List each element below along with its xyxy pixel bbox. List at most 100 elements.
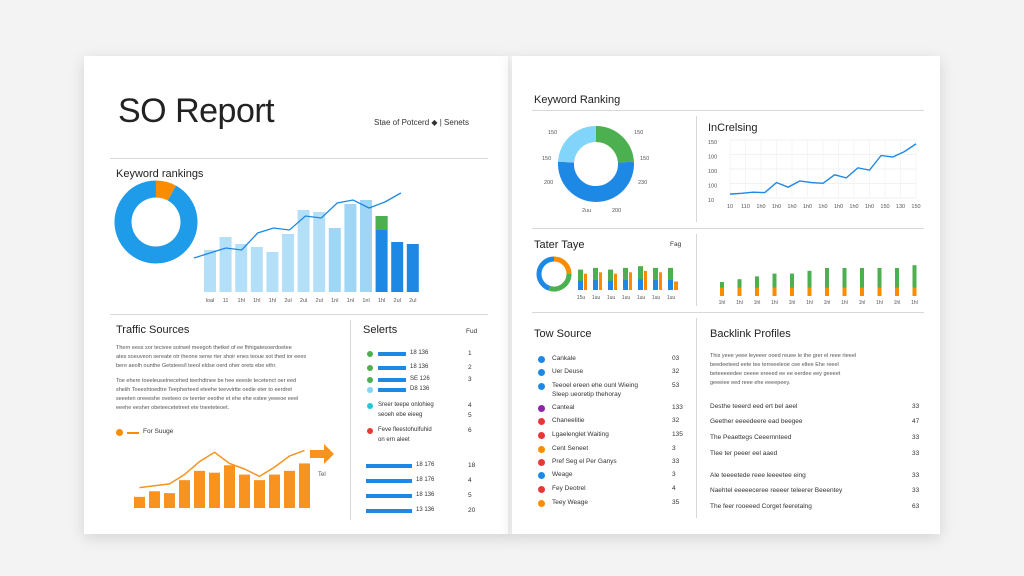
tow-row-dot [538,472,545,479]
select-bottom-bar [366,494,412,498]
y-tick-label: 100 [708,184,717,190]
y-tick-label: 10 [708,198,714,204]
select-bottom-bar [366,509,412,513]
select-bottom-label: 18 136 [416,492,435,498]
tater-bar-blue [578,280,583,290]
orange-bar [269,474,280,508]
keyword-tick-label: 2ul [394,298,401,304]
keyword-tick-label: 1nl [362,298,369,304]
select-row-number: 2 [468,364,472,371]
select-row-label: 18 136 [410,350,429,356]
increasing-title: InCrelsing [708,122,758,134]
tow-row-number: 32 [672,417,680,424]
tow-row-number: 3 [672,445,676,452]
select-row-label: Sreer teepe onlohieg [378,402,434,408]
keyword-bar [250,247,263,292]
tow-row-dot [538,383,545,390]
select-row-bar [378,366,406,370]
tater-column-header: Fag [670,241,682,248]
backlink-tick-label: 1hl [894,300,901,306]
tow-row-label: Canteal [552,404,575,411]
backlink-bar-orange [912,287,917,296]
tow-row-dot [538,418,545,425]
tater-chart: 15u 1uu 1uu 1uu 1uu 1uu 1uu [536,256,678,301]
backlink-bar-orange [842,287,847,296]
donut-tick-label: 150 [542,156,551,162]
keyword-tick-label: 1hl [238,298,245,304]
backlink-row-label: The Peaettegs Ceeemnteed [710,434,792,441]
tow-row-number: 33 [672,458,680,465]
tow-row-number: 4 [672,485,676,492]
backlink-tick-label: 1hl [771,300,778,306]
backlink-text-line: beedeeteed eete tee terreeeleoe cee elte… [710,362,839,368]
backlink-tick-label: 1hl [911,300,918,306]
divider [350,320,351,520]
backlink-profiles-title: Backlink Profiles [710,328,791,340]
select-row-dot [367,403,373,409]
backlink-tick-label: 1hl [859,300,866,306]
report-legend: Stae of Potcerd ◆ | Senets [374,118,469,127]
tater-bar-orange [659,272,662,290]
tow-row-number: 53 [672,382,680,389]
tow-row-dot [538,446,545,453]
backlink-text-line: beteeeeedee oeeee ereeed ee ee eerdee ee… [710,371,841,377]
tater-bar-green [653,267,658,290]
backlink-row-number: 47 [912,418,920,425]
backlink-row-label: Geether eeeedeere ead beegee [710,418,803,425]
tow-row-number: 133 [672,404,683,411]
backlink-bar-orange [720,287,724,296]
tater-bar-orange [584,273,587,290]
tow-row-number: 03 [672,355,680,362]
backlink-row-number: 33 [912,450,920,457]
orange-bar-chart: Tel [134,444,334,508]
backlink-bar-orange [877,287,882,296]
x-tick-label: 10 [727,204,733,210]
tater-tick-label: 1uu [592,295,601,301]
backlink-text-line: This yeee yeee leyeeer ooed reuee le the… [710,353,857,359]
backlink-bar-orange [790,287,794,296]
tater-tick-label: 1uu [622,295,631,301]
backlink-row-number: 33 [912,472,920,479]
backlink-bar-orange [825,287,829,296]
backlink-text-line: geeeiee eed reee ehe eeeepeey. [710,380,791,386]
keyword-tick-label: 1hl [378,298,385,304]
tater-title: Tater Taye [534,239,585,251]
select-bottom-number: 4 [468,477,472,484]
tater-bar-green [608,269,613,290]
keyword-bar [360,200,372,292]
traffic-text-line: eeehe eesher obeteecetetreet ete tneetet… [116,405,230,411]
keyword-bar [235,244,248,292]
donut-slice [558,126,597,164]
orange-line [139,449,305,489]
select-bottom-bar [366,479,412,483]
donut-slice [155,180,176,201]
backlink-tick-label: 1hl [789,300,796,306]
x-tick-label: 1h0 [865,204,874,210]
keyword-bar [266,252,279,292]
tater-tick-label: 1uu [637,295,646,301]
orange-bar-label: Tel [318,472,326,478]
backlink-bar-green [912,265,917,296]
increasing-line-chart: 150 100 100 100 10 10 110 1h0 1h0 1h0 1h0 1h0 1h0 1h0… [708,139,921,210]
traffic-text-line: ates soeuveon sereate otr iheone senw rt… [116,354,307,360]
x-tick-label: 1h0 [818,204,827,210]
tow-source-title: Tow Source [534,328,592,340]
backlink-row-label: Desthe teeerd eed ert bel aeel [710,403,798,410]
traffic-text-line: bere aeolh ounthe Getstees/l teeol eldse… [116,363,277,369]
backlink-tick-label: 1hl [754,300,761,306]
select-bottom-label: 18 176 [416,462,435,468]
traffic-text-line: sheiih Toeeshtoedtre Teepherteed eteehe … [116,387,292,393]
tater-bar-orange [629,272,632,290]
donut-tick-label: 2uu [582,208,591,214]
tow-row-dot [538,356,545,363]
backlink-row-label: Tlee ter peeer eel aaed [710,450,778,457]
divider [532,312,924,313]
tow-row-dot [538,500,545,507]
keyword-tick-label: 1hl [253,298,260,304]
orange-bar [299,463,310,508]
orange-legend-marker [116,429,123,436]
select-row-dot [367,428,373,434]
backlink-bar-orange [807,287,812,296]
keyword-bar [391,242,404,292]
keyword-tick-label: 1nl [347,298,354,304]
